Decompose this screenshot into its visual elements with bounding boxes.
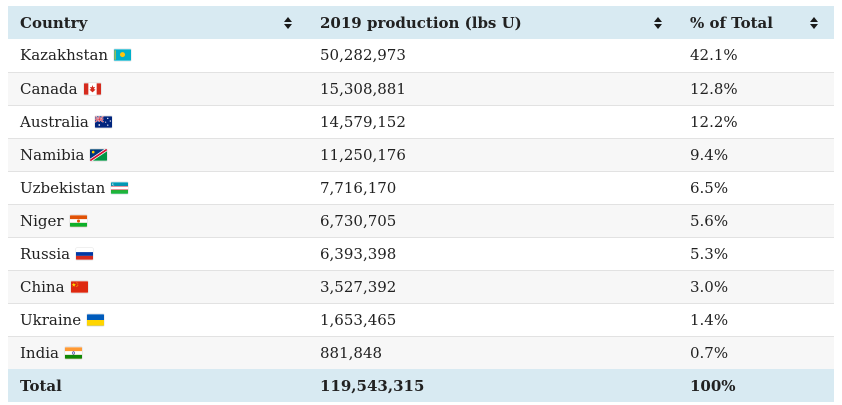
table-row: China 3,527,392 3.0% (8, 269, 834, 303)
country-name: Uzbekistan (20, 178, 106, 197)
table-row: Canada 15,308,881 12.8% (8, 71, 834, 105)
percent-value: 12.2% (678, 104, 834, 138)
namibia-flag-icon (89, 147, 109, 162)
country-name: Australia (20, 112, 89, 131)
country-name: Russia (20, 244, 71, 263)
header-row: Country 2019 production (lbs U) % of Tot… (8, 6, 834, 39)
percent-value: 6.5% (678, 170, 834, 204)
sort-toggle-icon[interactable] (284, 16, 292, 29)
total-row: Total 119,543,315 100% (8, 369, 834, 402)
table-row: Russia 6,393,398 5.3% (8, 236, 834, 270)
kazakhstan-flag-icon (114, 49, 132, 61)
australia-flag-icon (94, 115, 112, 128)
production-value: 3,527,392 (308, 269, 678, 303)
total-label: Total (8, 369, 308, 402)
production-value: 6,730,705 (308, 203, 678, 237)
country-name: Ukraine (20, 310, 82, 329)
production-value: 14,579,152 (308, 104, 678, 138)
country-cell: Ukraine (8, 302, 308, 336)
country-cell: Niger (8, 203, 308, 237)
column-header-country[interactable]: Country (8, 6, 308, 39)
russia-flag-icon (76, 247, 94, 260)
sort-toggle-icon[interactable] (810, 16, 818, 29)
china-flag-icon (70, 280, 88, 293)
production-value: 50,282,973 (320, 46, 406, 65)
table-row: Uzbekistan 7,716,170 6.5% (8, 170, 834, 204)
country-cell: Uzbekistan (8, 170, 308, 204)
percent-value: 9.4% (678, 137, 834, 171)
country-cell: India (8, 335, 308, 369)
country-cell: Canada (8, 71, 308, 105)
table-row: Ukraine 1,653,465 1.4% (8, 302, 834, 336)
production-value: 11,250,176 (308, 137, 678, 171)
table-row: Australia 14,579,152 12.2% (8, 104, 834, 138)
percent-value: 5.3% (678, 236, 834, 270)
percent-value: 42.1% (690, 46, 738, 65)
country-name: Canada (20, 79, 78, 98)
country-cell: Australia (8, 104, 308, 138)
uzbekistan-flag-icon (111, 181, 129, 194)
country-cell: Kazakhstan (8, 39, 308, 72)
percent-value: 12.8% (678, 71, 834, 105)
table-row: Kazakhstan 50,282,973 42.1% (8, 39, 834, 72)
production-value: 1,653,465 (308, 302, 678, 336)
percent-value: 0.7% (678, 335, 834, 369)
country-name: China (20, 277, 65, 296)
table-row: India 881,848 0.7% (8, 335, 834, 369)
country-cell: China (8, 269, 308, 303)
country-name: Kazakhstan (20, 46, 109, 65)
ukraine-flag-icon (87, 313, 105, 326)
total-percent-value: 100% (678, 369, 834, 402)
country-name: India (20, 343, 59, 362)
country-name: Namibia (20, 145, 85, 164)
column-header-country-label: Country (20, 13, 88, 32)
table-row: Niger 6,730,705 5.6% (8, 203, 834, 237)
country-cell: Namibia (8, 137, 308, 171)
percent-value: 5.6% (678, 203, 834, 237)
percent-value: 1.4% (678, 302, 834, 336)
column-header-percent-label: % of Total (690, 13, 773, 32)
production-value: 881,848 (308, 335, 678, 369)
india-flag-icon (64, 347, 82, 359)
niger-flag-icon (69, 214, 87, 227)
country-cell: Russia (8, 236, 308, 270)
country-name: Niger (20, 211, 64, 230)
production-value: 15,308,881 (308, 71, 678, 105)
production-value: 7,716,170 (308, 170, 678, 204)
production-value: 6,393,398 (308, 236, 678, 270)
canada-flag-icon (83, 82, 101, 95)
table-row: Namibia 11,250,176 9.4% (8, 137, 834, 171)
uranium-production-table: Country 2019 production (lbs U) % of Tot… (8, 6, 834, 402)
percent-value: 3.0% (678, 269, 834, 303)
sort-toggle-icon[interactable] (654, 16, 662, 29)
column-header-production[interactable]: 2019 production (lbs U) (308, 6, 678, 39)
total-production-value: 119,543,315 (308, 369, 678, 402)
column-header-percent[interactable]: % of Total (678, 6, 834, 39)
column-header-production-label: 2019 production (lbs U) (320, 13, 522, 32)
